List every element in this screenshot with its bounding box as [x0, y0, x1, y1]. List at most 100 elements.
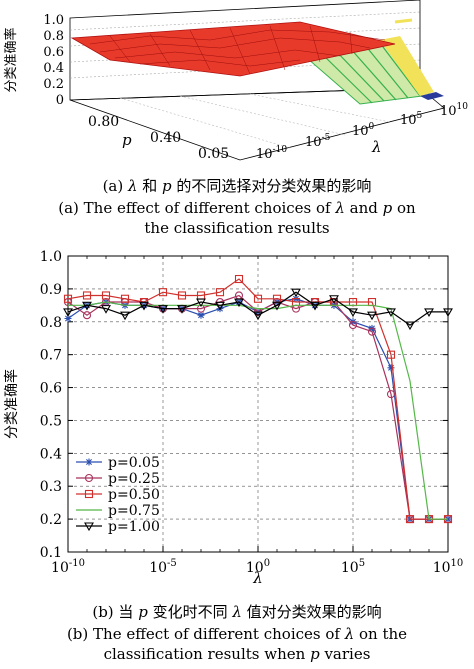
caption-text: (b) 当 — [92, 603, 139, 621]
caption-lambda: λ — [127, 177, 138, 195]
data-point — [291, 288, 301, 298]
data-point — [424, 308, 434, 318]
back-wall-gridline — [69, 27, 421, 47]
data-point — [82, 291, 92, 300]
mesh-line — [229, 27, 251, 75]
z-tick-label: 0.2 — [43, 77, 64, 92]
tick-base: 10 — [51, 560, 69, 576]
data-point — [367, 327, 377, 336]
p-tick-label: 0.40 — [150, 130, 181, 146]
data-point — [158, 305, 168, 314]
caption-p: p — [382, 199, 393, 217]
legend-label: p=0.25 — [108, 471, 160, 487]
tick-exp: -10 — [273, 145, 288, 155]
caption-text: 值对分类效果的影响 — [241, 603, 382, 621]
caption-text: on the — [354, 625, 408, 643]
caption-text: classification results when — [103, 645, 311, 663]
caption-lambda: λ — [232, 603, 242, 621]
y-tick-label: 0.3 — [40, 479, 62, 495]
lambda-tick-label: 10-5 — [305, 133, 331, 150]
series-line — [67, 291, 448, 326]
y-tick-label: 0.9 — [40, 282, 62, 298]
data-point — [386, 350, 396, 359]
back-wall-gridline — [69, 11, 421, 31]
tick-exp: 10 — [457, 102, 469, 112]
legend-entry: p=0.75 — [76, 503, 160, 519]
data-point — [63, 294, 73, 303]
caption-text: varies — [319, 645, 371, 663]
lambda-axis: 10-10 10-5 100 105 1010 — [256, 102, 468, 162]
caption-p: p — [310, 645, 320, 663]
data-point — [386, 308, 396, 318]
data-point — [405, 321, 415, 331]
legend-entry: p=1.00 — [76, 519, 160, 535]
data-point — [64, 314, 72, 322]
data-point — [63, 308, 73, 318]
y-tick-label: 0.5 — [40, 413, 62, 429]
surface-drop-stripes — [319, 42, 421, 104]
data-point — [387, 364, 395, 372]
data-point — [253, 294, 263, 303]
lambda-tick-label: 1010 — [440, 102, 468, 119]
data-point — [253, 311, 263, 321]
lambda-tick-label: 100 — [352, 122, 375, 139]
caption-text: 的不同选择对分类效果的影响 — [171, 177, 372, 195]
data-point — [196, 298, 206, 308]
legend-entry: p=0.05 — [76, 455, 160, 471]
y-tick-label: 0.4 — [40, 446, 62, 462]
y-tick-label: 0.8 — [40, 315, 62, 331]
data-point — [120, 294, 130, 303]
p-axis-label: p — [122, 131, 132, 149]
x-tick-label: 10-5 — [149, 558, 177, 576]
caption-a-en-line2: the classification results — [0, 218, 474, 238]
x-tick-label: 10-10 — [51, 558, 85, 576]
data-point — [215, 288, 225, 297]
caption-text: and — [344, 199, 383, 217]
legend-label: p=0.75 — [108, 503, 160, 519]
tick-base: 10 — [440, 104, 457, 119]
mesh-line — [109, 35, 131, 63]
tick-exp: -5 — [167, 558, 177, 569]
mesh-line — [349, 31, 353, 55]
mesh-line — [149, 33, 171, 67]
data-point — [272, 301, 282, 311]
y-tick-label: 0.2 — [40, 512, 62, 528]
tick-base: 10 — [352, 124, 369, 139]
floor-plane — [69, 87, 445, 161]
data-point — [215, 301, 225, 311]
caption-text: the classification results — [144, 219, 330, 237]
caption-a-zh: (a) λ 和 p 的不同选择对分类效果的影响 — [0, 176, 474, 196]
tick-exp: 5 — [417, 111, 423, 121]
data-point — [234, 298, 244, 308]
drop-stripe — [319, 51, 373, 104]
caption-a-en-line1: (a) The effect of different choices of λ… — [0, 198, 474, 218]
floor-gridline — [119, 97, 291, 149]
series-p=0.75 — [68, 301, 448, 520]
lambda-tick-label: 10-10 — [256, 145, 287, 162]
tick-base: 10 — [400, 113, 417, 128]
mesh-line — [309, 25, 321, 63]
caption-b-en-line1: (b) The effect of different choices of λ… — [0, 624, 474, 644]
surface-yellow-band — [380, 36, 434, 96]
axes: 0.10.20.30.40.50.60.70.80.91.010-10 10-5 1… — [40, 249, 464, 576]
drop-stripe — [349, 47, 397, 101]
y-tick-label: 1.0 — [40, 249, 62, 265]
x-tick-label: 1010 — [433, 558, 464, 576]
lambda-axis-label: λ — [371, 138, 382, 156]
data-point — [329, 295, 339, 304]
tick-base: 10 — [341, 560, 359, 576]
surface-blue-floor — [420, 92, 444, 100]
z-axis-label: 分类准确率 — [3, 27, 19, 92]
surface-plateau — [70, 21, 396, 77]
z-tick-label: 1.0 — [43, 13, 64, 28]
legend-label: p=1.00 — [108, 519, 160, 535]
caption-b-zh: (b) 当 p 变化时不同 λ 值对分类效果的影响 — [0, 602, 474, 622]
caption-lambda: λ — [344, 625, 355, 643]
mesh-line — [99, 37, 371, 53]
surface-chart: 0 0.2 0.4 0.6 0.8 1.0 分类准确率 0.80 0.40 0.… — [3, 0, 468, 162]
data-point — [177, 291, 187, 300]
legend-label: p=0.05 — [108, 455, 160, 471]
lambda-tick-label: 105 — [400, 111, 423, 128]
data-point — [101, 291, 111, 300]
data-point — [197, 311, 205, 319]
